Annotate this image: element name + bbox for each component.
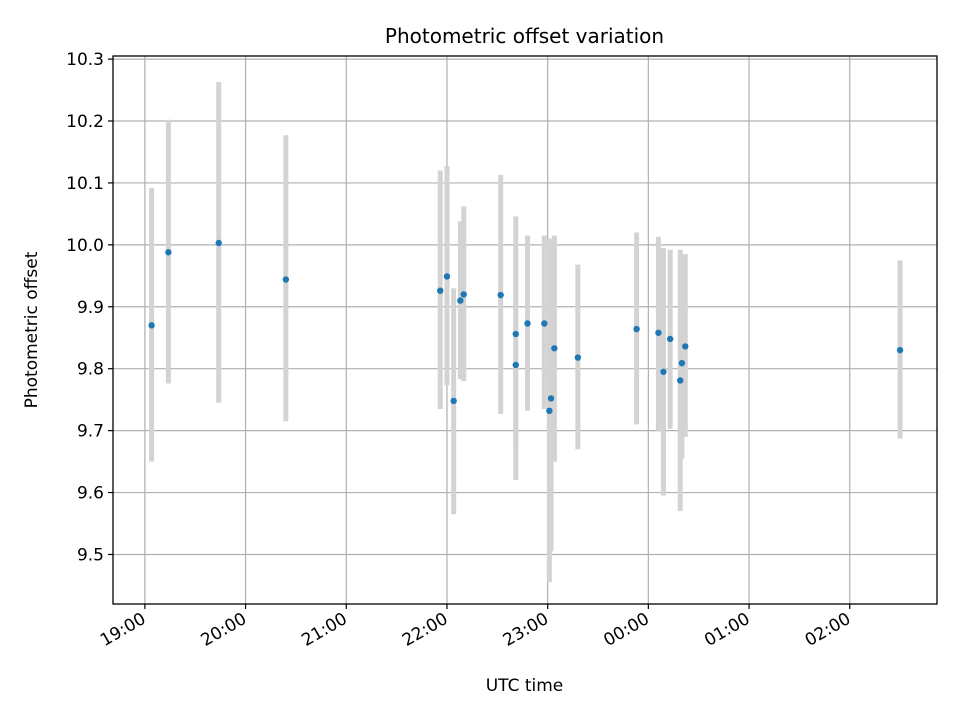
y-axis: 9.5 9.6 9.7 9.8 9.9 10.0 10.1 10.2 10.3	[66, 50, 113, 565]
data-points	[148, 239, 904, 415]
data-point	[215, 239, 222, 247]
data-point	[574, 354, 582, 361]
data-point	[660, 368, 667, 375]
grid	[113, 56, 937, 604]
x-axis-title: UTC time	[486, 676, 564, 696]
y-tick-label: 10.2	[66, 112, 104, 132]
y-tick-label: 9.5	[77, 545, 104, 565]
data-point	[666, 335, 674, 343]
data-point	[655, 329, 662, 336]
y-tick-label: 9.8	[77, 360, 104, 380]
data-point	[524, 320, 531, 327]
data-point	[512, 361, 519, 369]
y-tick-label: 10.3	[66, 50, 104, 70]
y-tick-label: 10.1	[66, 174, 104, 194]
y-tick-label: 9.9	[77, 298, 104, 318]
y-tick-label: 9.7	[77, 422, 104, 442]
data-point	[443, 273, 451, 280]
data-point	[450, 397, 457, 405]
data-point	[460, 291, 467, 298]
data-point	[541, 320, 548, 327]
data-point	[677, 377, 684, 384]
y-tick-label: 9.6	[77, 484, 104, 504]
data-point	[148, 322, 155, 329]
y-tick-label: 10.0	[66, 236, 104, 256]
data-point	[678, 359, 686, 367]
data-point	[497, 291, 504, 299]
data-point	[457, 297, 464, 304]
y-axis-title: Photometric offset	[22, 251, 42, 408]
data-point	[551, 345, 558, 352]
data-point	[896, 346, 904, 354]
plot-frame	[112, 55, 938, 605]
data-point	[512, 330, 519, 338]
data-point	[546, 407, 553, 415]
data-point	[633, 325, 640, 333]
chart-title: Photometric offset variation	[385, 24, 664, 48]
data-point	[547, 395, 555, 402]
data-point	[682, 343, 689, 350]
data-point	[437, 287, 444, 294]
data-point	[282, 276, 290, 283]
data-point	[165, 249, 172, 256]
